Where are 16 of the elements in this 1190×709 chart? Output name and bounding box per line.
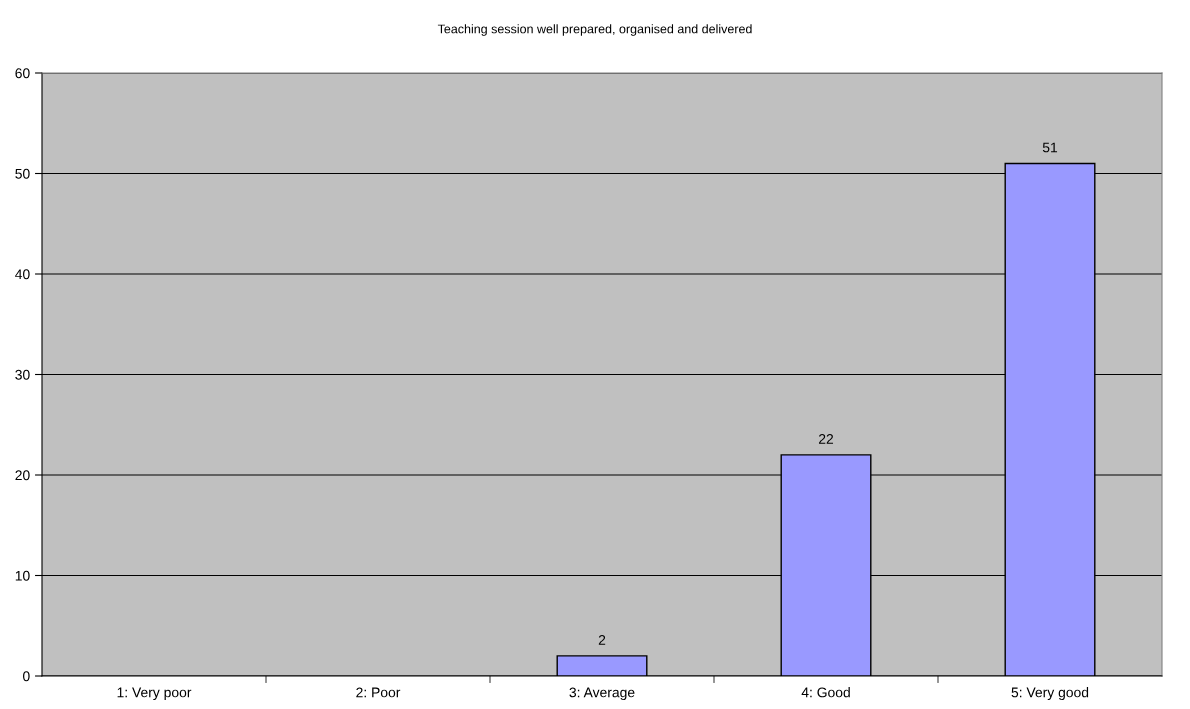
x-tick-label: 3: Average bbox=[569, 687, 635, 701]
y-tick-label: 0 bbox=[23, 671, 30, 682]
data-label: 22 bbox=[818, 433, 834, 444]
x-tick-label: 4: Good bbox=[801, 687, 850, 698]
data-label: 51 bbox=[1042, 142, 1058, 153]
y-tick-label: 20 bbox=[15, 470, 30, 481]
y-tick-label: 60 bbox=[15, 68, 30, 79]
y-tick-label: 40 bbox=[15, 269, 30, 280]
data-label: 2 bbox=[598, 634, 606, 645]
x-tick-label: 1: Very poor bbox=[117, 687, 192, 701]
y-tick-label: 50 bbox=[15, 168, 30, 179]
y-tick-label: 30 bbox=[15, 369, 30, 380]
y-tick-label: 10 bbox=[15, 570, 30, 581]
chart-title: Teaching session well prepared, organised and delivered bbox=[437, 24, 752, 36]
x-tick-label: 2: Poor bbox=[356, 687, 401, 698]
x-tick-label: 5: Very good bbox=[1011, 687, 1089, 701]
